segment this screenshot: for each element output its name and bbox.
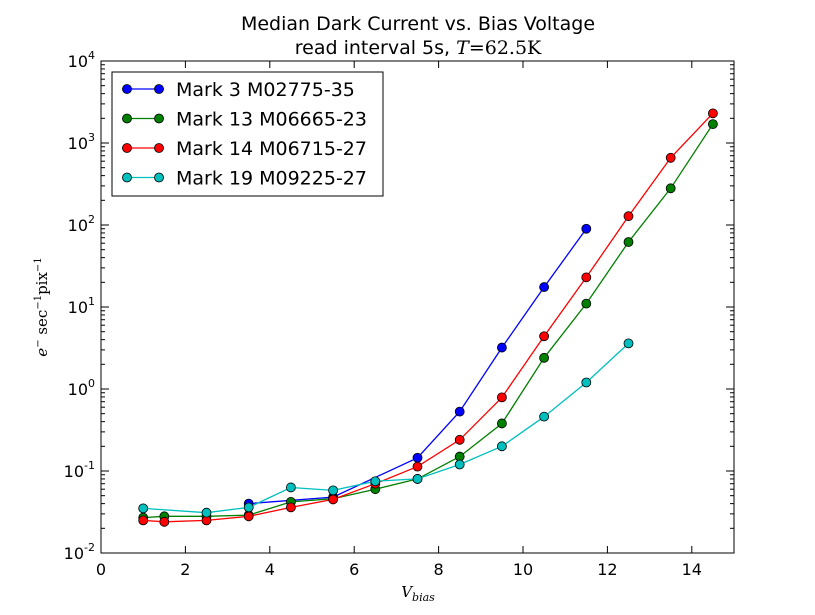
data-point: [138, 515, 149, 526]
legend-marker: [122, 143, 132, 153]
data-point: [623, 211, 634, 222]
x-tick-label: 14: [682, 560, 702, 579]
data-point: [539, 331, 549, 342]
legend-marker: [154, 143, 164, 153]
data-point: [581, 223, 592, 234]
data-point: [159, 516, 170, 527]
legend-marker: [154, 84, 164, 94]
x-tick-label: 0: [96, 560, 106, 579]
chart-subtitle: read interval 5s, T=62.5K: [295, 37, 542, 59]
x-tick-label: 10: [513, 560, 533, 579]
data-point: [496, 418, 507, 429]
data-point: [581, 377, 592, 388]
data-point: [496, 392, 507, 403]
subtitle-temperature-value: =62.5K: [469, 37, 542, 59]
legend-marker: [122, 113, 132, 124]
y-axis-label-sec-sup: −1: [33, 295, 44, 310]
data-point: [665, 152, 676, 163]
data-point: [328, 485, 339, 496]
x-axis-label-sub: bias: [412, 591, 435, 604]
data-point: [285, 502, 296, 513]
data-point: [138, 503, 149, 514]
data-point: [708, 119, 718, 130]
x-tick-label: 6: [349, 560, 359, 579]
x-tick-label: 2: [180, 560, 190, 579]
data-point: [539, 282, 549, 292]
x-axis-label-main: V: [401, 583, 414, 601]
y-axis-label-e-sup: −: [33, 339, 44, 347]
legend-marker: [154, 113, 164, 124]
data-point: [201, 507, 212, 518]
data-point: [412, 461, 423, 472]
subtitle-text: read interval 5s,: [295, 37, 456, 59]
y-axis-label-pix: pix: [33, 272, 51, 295]
series-line: [143, 342, 629, 514]
y-tick-label: 101: [68, 295, 95, 317]
data-point: [243, 502, 254, 513]
legend-label: Mark 3 M02775-35: [176, 79, 355, 101]
y-axis-label: e− sec−1pix−1: [33, 257, 51, 356]
series-4: [138, 338, 634, 518]
data-point: [285, 482, 296, 493]
y-tick-label: 100: [68, 377, 95, 399]
x-tick-label: 12: [597, 560, 617, 579]
legend: Mark 3 M02775-35 Mark 13 M06665-23 Mark 14…: [111, 71, 384, 197]
data-point: [370, 476, 381, 487]
legend-item: Mark 13 M06665-23: [122, 109, 367, 131]
data-point: [496, 441, 507, 452]
y-tick-label: 102: [68, 213, 95, 235]
data-point: [243, 511, 254, 522]
y-tick-label: 103: [68, 131, 95, 153]
y-axis-label-e: e: [33, 348, 51, 357]
data-point: [623, 237, 634, 247]
x-tick-label: 4: [265, 560, 275, 579]
legend-item: Mark 3 M02775-35: [122, 79, 355, 101]
data-point: [581, 298, 592, 309]
legend-label: Mark 14 M06715-27: [176, 138, 367, 160]
data-point: [539, 352, 549, 363]
series-3: [138, 108, 718, 527]
data-point: [623, 338, 634, 349]
x-tick-label: 8: [434, 560, 444, 579]
y-tick-label: 104: [68, 49, 95, 71]
data-point: [539, 411, 549, 422]
chart-title: Median Dark Current vs. Bias Voltage: [241, 13, 595, 35]
data-point: [412, 474, 423, 484]
data-point: [454, 406, 465, 417]
subtitle-temperature: T: [456, 37, 470, 59]
y-tick-label: 10-1: [64, 459, 95, 481]
legend-marker: [154, 172, 164, 183]
y-axis-label-pix-sup: −1: [33, 257, 44, 272]
data-point: [665, 183, 676, 194]
legend-label: Mark 13 M06665-23: [176, 109, 367, 131]
x-axis-label: Vbias: [401, 583, 435, 604]
legend-item: Mark 14 M06715-27: [122, 138, 367, 160]
data-point: [454, 459, 465, 470]
y-axis: 10-2 10-1 100 101 102 103 104: [64, 49, 734, 563]
legend-marker: [122, 84, 132, 94]
series-layer: [138, 108, 718, 527]
data-point: [581, 272, 592, 283]
x-axis: 0 2 4 6 8 10 12 14: [96, 61, 702, 579]
legend-marker: [122, 172, 132, 183]
data-point: [412, 452, 423, 463]
legend-item: Mark 19 M09225-27: [122, 168, 367, 190]
data-point: [708, 108, 718, 119]
y-axis-label-sec: sec: [33, 310, 51, 340]
data-point: [496, 342, 507, 353]
data-point: [328, 494, 339, 505]
data-point: [454, 434, 465, 445]
legend-label: Mark 19 M09225-27: [176, 168, 367, 190]
y-tick-label: 10-2: [64, 541, 95, 563]
